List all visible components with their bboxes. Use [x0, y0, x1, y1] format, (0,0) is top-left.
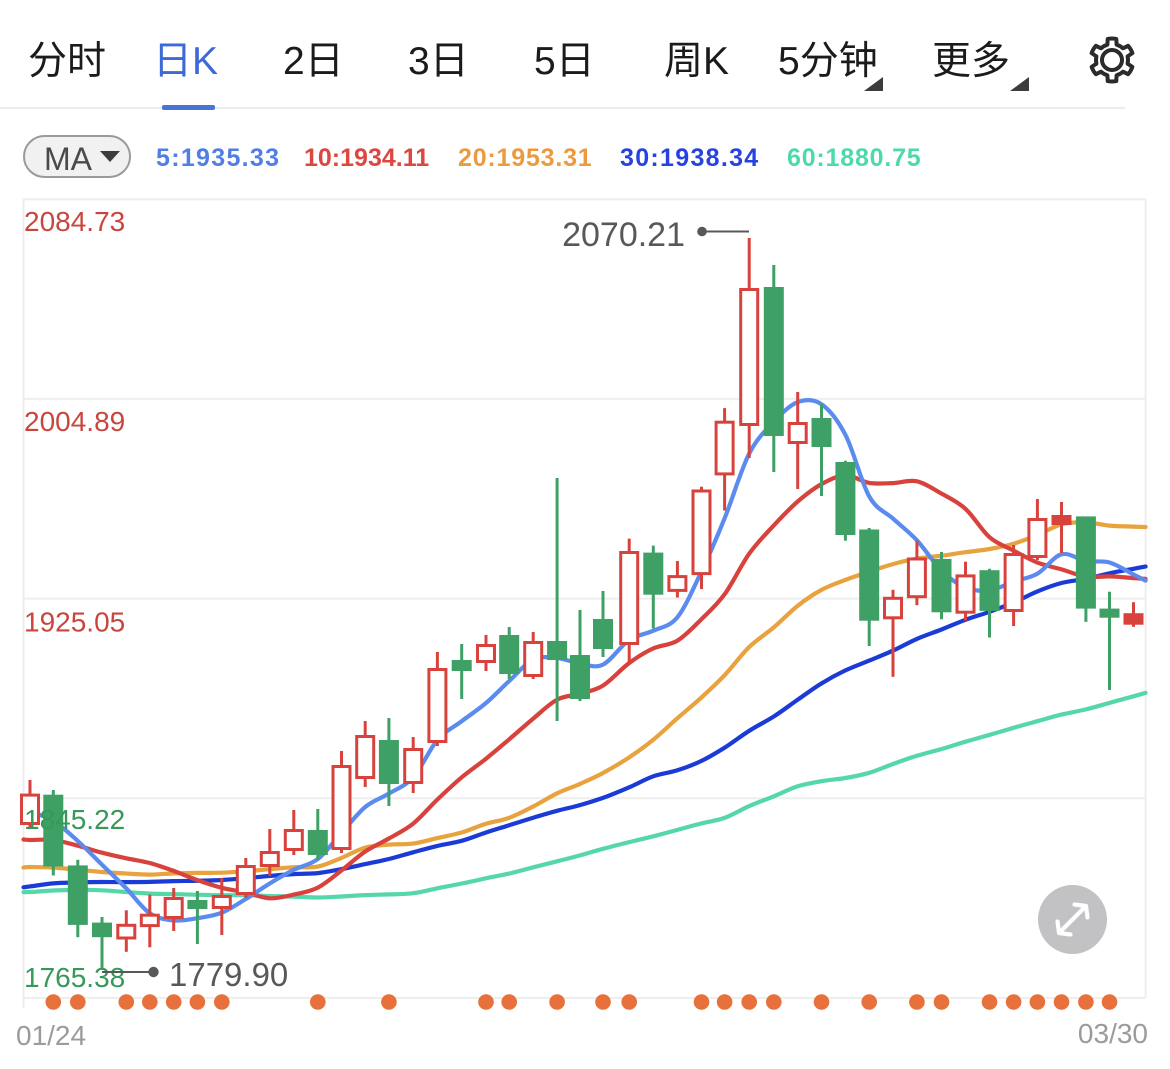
svg-text:2084.73: 2084.73 [24, 206, 125, 237]
svg-text:2004.89: 2004.89 [24, 406, 125, 437]
svg-text:2070.21: 2070.21 [562, 216, 685, 254]
svg-text:1779.90: 1779.90 [169, 956, 288, 993]
svg-text:1845.22: 1845.22 [24, 804, 125, 835]
svg-text:01/24: 01/24 [16, 1020, 86, 1051]
svg-text:03/30: 03/30 [1078, 1018, 1148, 1049]
svg-text:1925.05: 1925.05 [24, 607, 125, 638]
svg-text:1765.38: 1765.38 [24, 962, 125, 993]
